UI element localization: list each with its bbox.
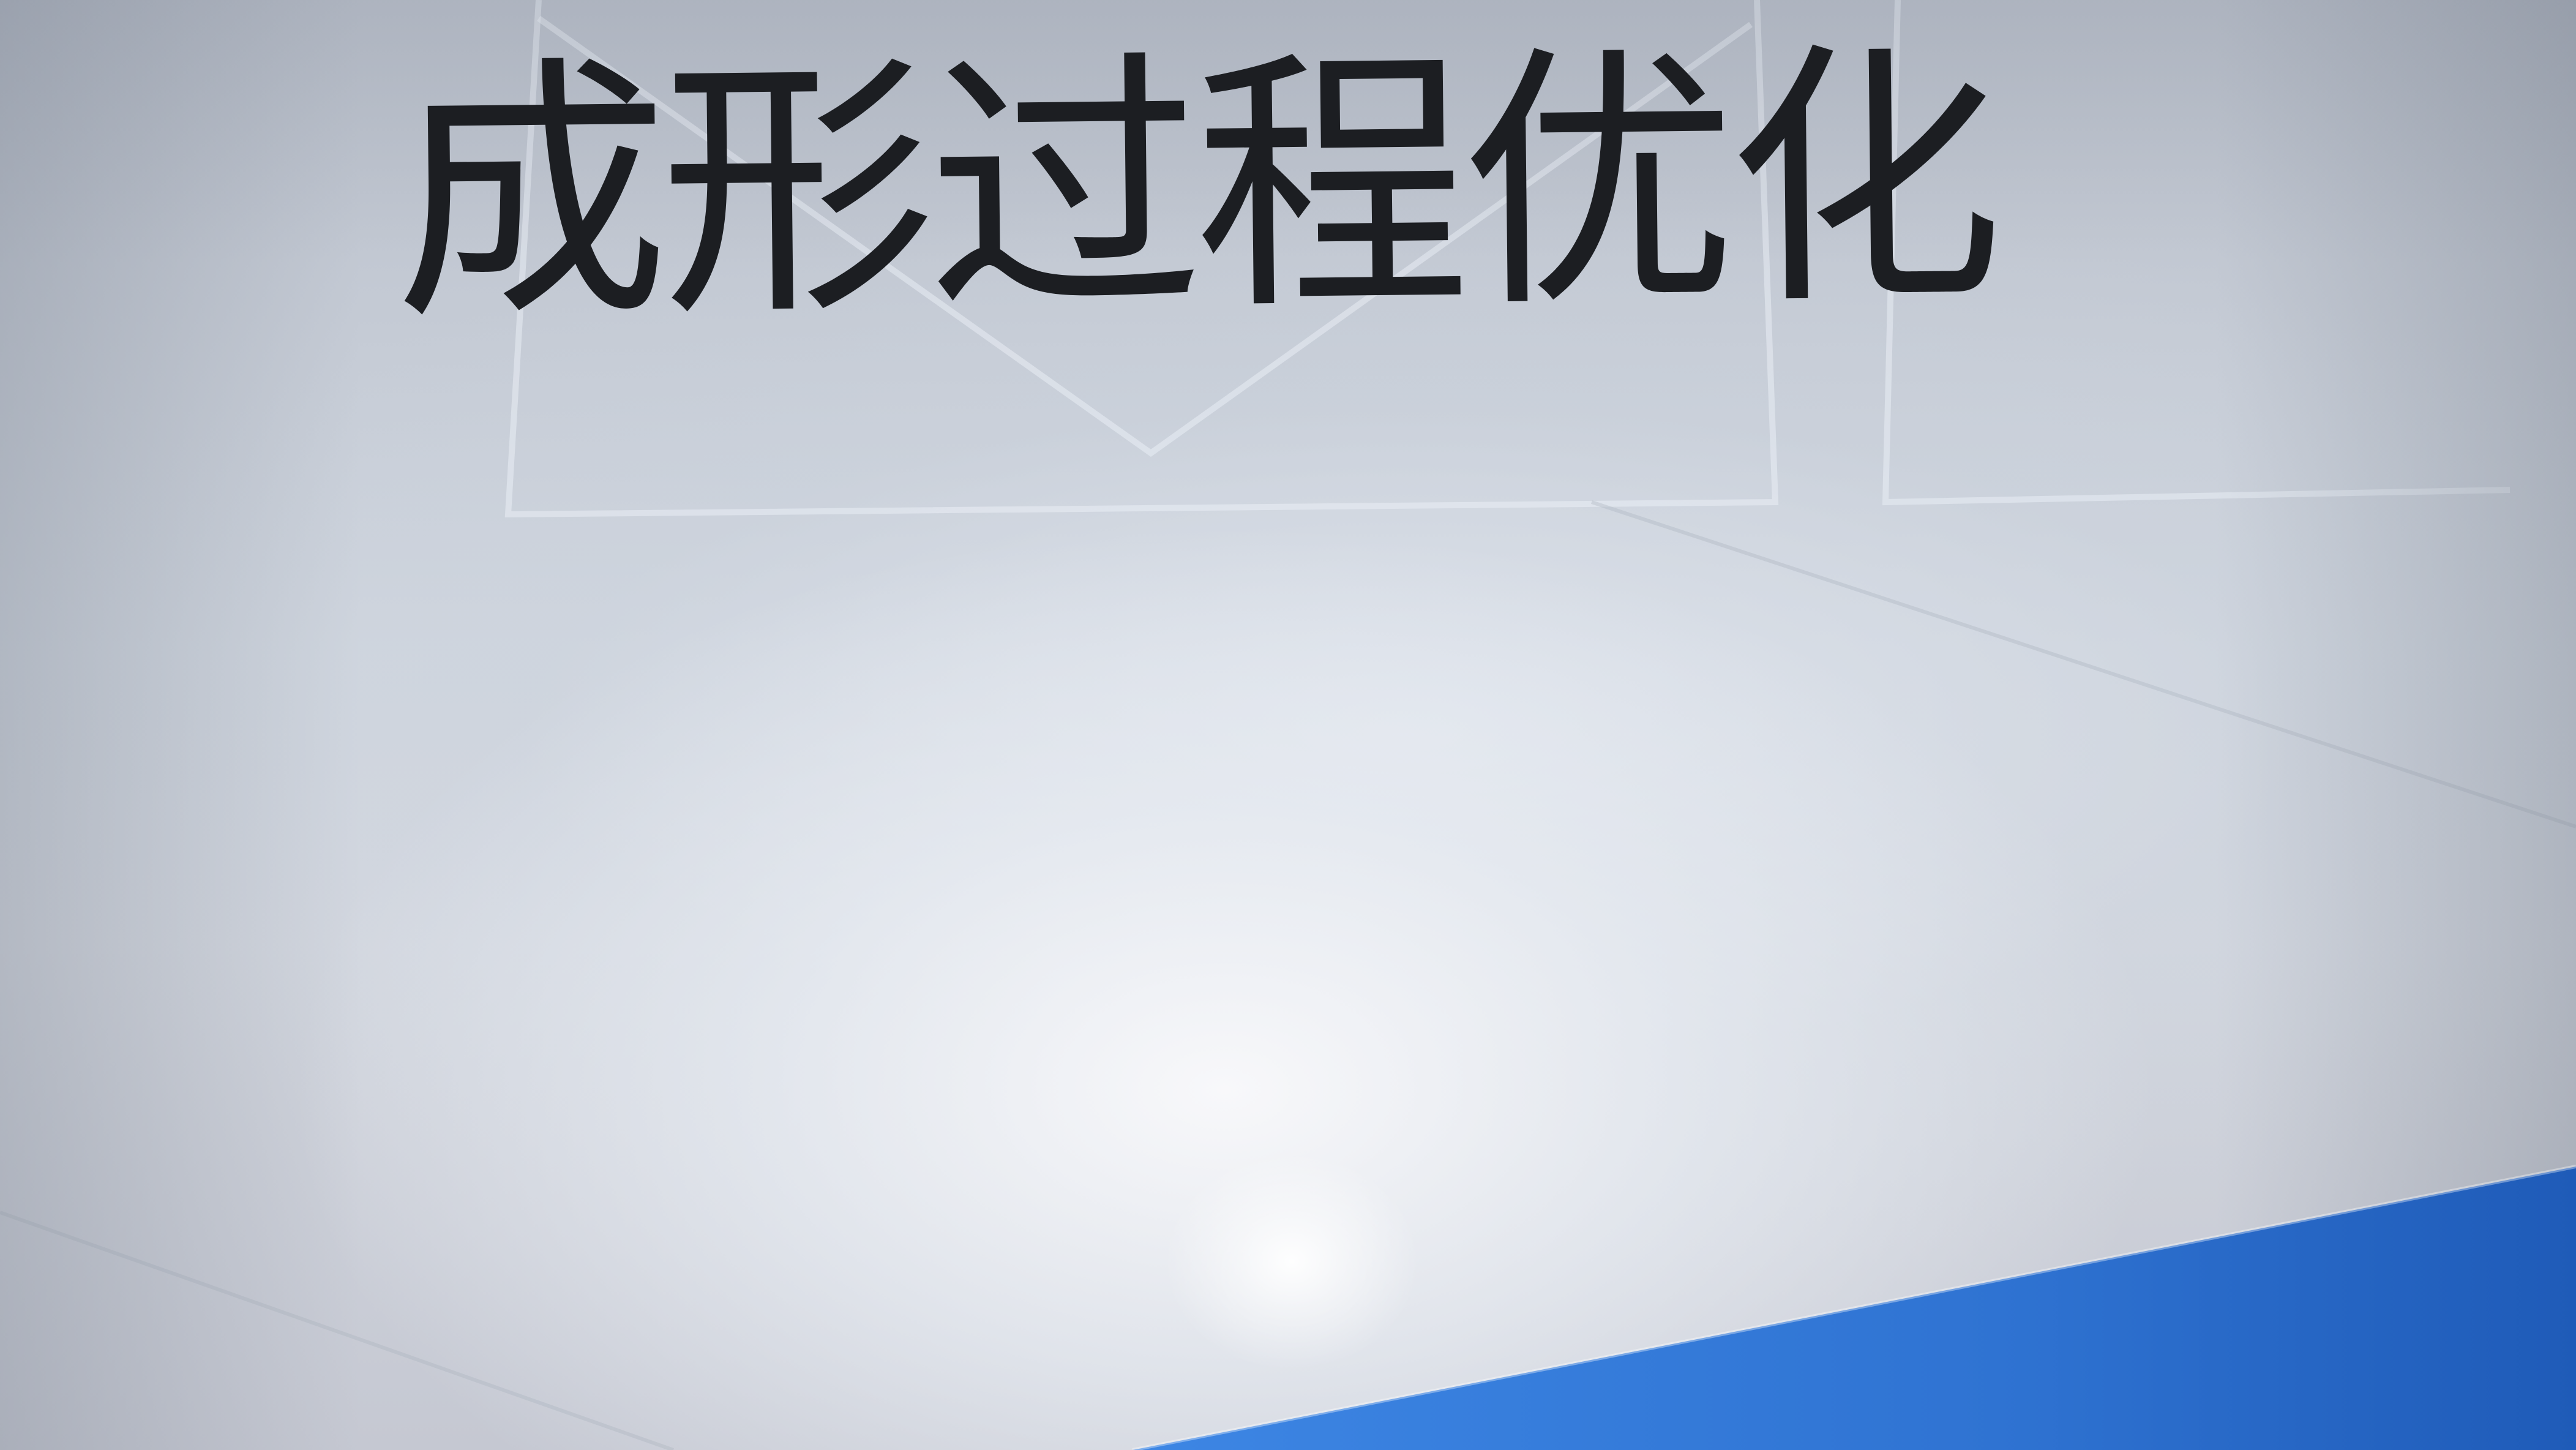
headline-text: 成形过程优化 — [391, 18, 1997, 356]
light-glare — [1163, 1151, 1420, 1372]
